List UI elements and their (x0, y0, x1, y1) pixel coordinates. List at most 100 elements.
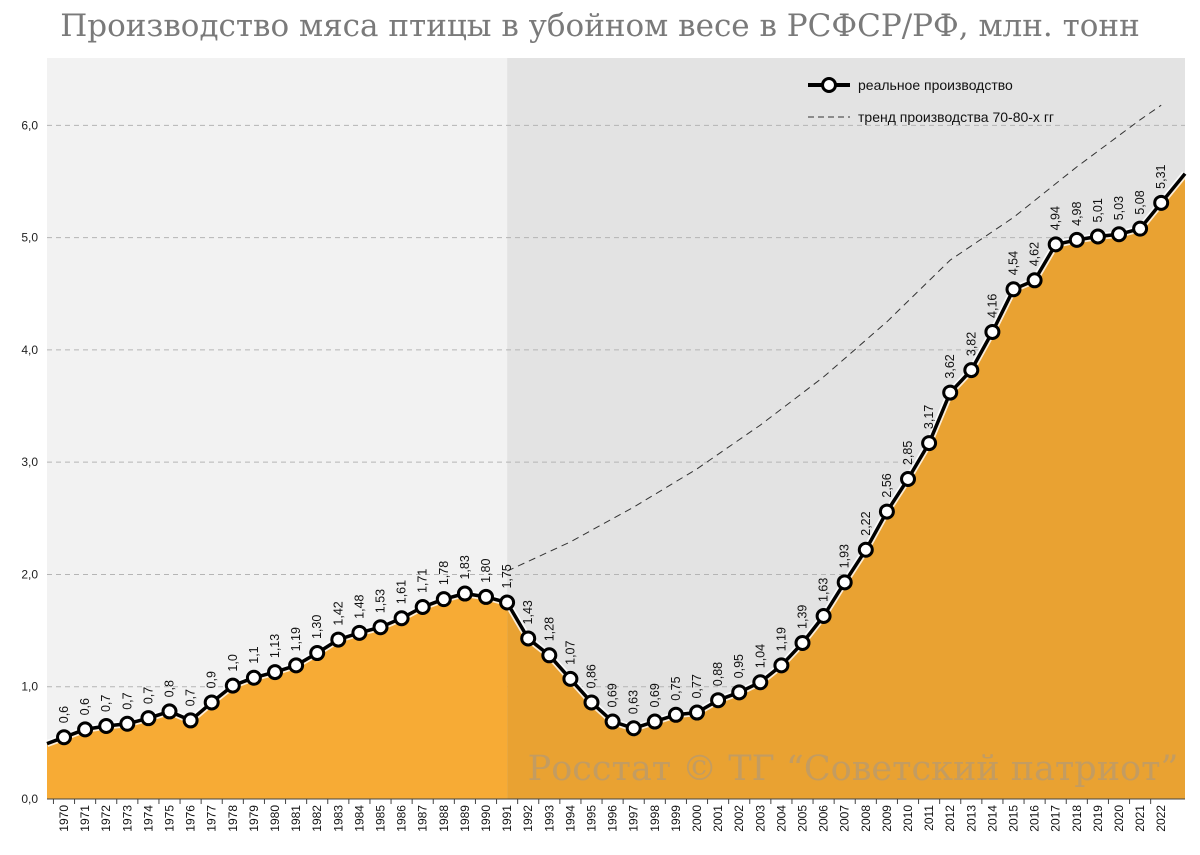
data-point-1976 (182, 712, 199, 729)
data-label-2006: 1,63 (817, 578, 831, 602)
data-label-2001: 0,88 (711, 662, 725, 686)
data-point-1991 (499, 594, 516, 611)
x-tick-label-1984: 1984 (352, 805, 366, 832)
x-tick-label-1985: 1985 (374, 805, 388, 832)
data-point-1982 (309, 645, 326, 662)
x-tick-label-2012: 2012 (943, 805, 957, 832)
data-point-1999 (667, 706, 684, 723)
x-tick-label-2014: 2014 (985, 805, 999, 832)
data-label-1990: 1,80 (479, 559, 493, 583)
data-point-1986 (393, 610, 410, 627)
data-label-1983: 1,42 (331, 601, 345, 625)
data-label-1987: 1,71 (416, 569, 430, 593)
x-tick-label-2006: 2006 (817, 805, 831, 832)
data-label-2005: 1,39 (796, 605, 810, 629)
data-point-1987 (414, 599, 431, 616)
data-point-1985 (372, 619, 389, 636)
data-label-1977: 0,9 (205, 671, 219, 688)
y-tick-label-1: 1,0 (21, 680, 38, 694)
x-tick-label-1996: 1996 (606, 805, 620, 832)
x-tick-label-1995: 1995 (585, 805, 599, 832)
data-label-1998: 0,69 (648, 683, 662, 707)
data-point-1990 (478, 588, 494, 605)
x-tick-label-2016: 2016 (1028, 805, 1042, 832)
area-fill (47, 173, 1185, 799)
data-label-1989: 1,83 (458, 555, 472, 579)
x-tick-label-1986: 1986 (395, 805, 409, 832)
x-tick-label-2022: 2022 (1154, 805, 1168, 832)
data-point-2000 (689, 704, 705, 721)
data-label-2018: 4,98 (1070, 202, 1084, 226)
data-point-2002 (731, 684, 748, 701)
x-tick-label-1988: 1988 (437, 805, 451, 832)
axes: 0,0 1,0 2,0 3,0 4,0 5,0 6,0 1970 1971 1972 1973 197… (21, 118, 1185, 832)
legend-marker-real (821, 77, 837, 93)
data-point-2022 (1153, 194, 1170, 211)
data-label-2020: 5,03 (1112, 196, 1126, 220)
area-period-2 (507, 173, 1185, 799)
data-point-2016 (1026, 272, 1043, 289)
data-label-2000: 0,77 (690, 674, 704, 698)
x-tick-label-1980: 1980 (268, 805, 282, 832)
x-tick-label-1972: 1972 (99, 805, 113, 832)
data-point-2007 (836, 574, 853, 591)
data-label-1992: 1,43 (521, 600, 535, 624)
data-point-1970 (56, 729, 72, 746)
x-tick-label-2019: 2019 (1091, 805, 1105, 832)
data-label-2012: 3,62 (943, 354, 957, 378)
data-point-2019 (1089, 228, 1106, 245)
data-label-2022: 5,31 (1154, 164, 1168, 188)
data-point-2014 (984, 323, 1001, 340)
x-tick-label-2011: 2011 (922, 805, 936, 831)
data-label-2011: 3,17 (922, 405, 936, 429)
data-label-2009: 2,56 (880, 473, 894, 497)
data-point-1984 (351, 624, 368, 641)
data-point-1981 (288, 657, 305, 674)
y-tick-label-4: 4,0 (21, 343, 38, 357)
data-label-2008: 2,22 (859, 511, 873, 535)
data-point-1971 (77, 721, 94, 738)
data-label-1979: 1,1 (247, 646, 261, 663)
x-tick-label-2017: 2017 (1049, 805, 1063, 832)
data-label-1988: 1,78 (437, 561, 451, 585)
data-point-2011 (921, 435, 938, 452)
x-tick-label-1983: 1983 (331, 805, 345, 832)
data-point-2001 (710, 692, 727, 709)
data-label-1993: 1,28 (542, 617, 556, 641)
data-point-2013 (963, 362, 980, 379)
data-point-2020 (1111, 226, 1127, 243)
y-tick-label-6: 6,0 (21, 118, 38, 132)
x-tick-label-1998: 1998 (648, 805, 662, 832)
data-label-1994: 1,07 (563, 640, 577, 664)
data-point-2009 (878, 503, 895, 520)
data-label-1971: 0,6 (78, 698, 92, 715)
data-point-2010 (900, 471, 916, 488)
data-label-1999: 0,75 (669, 676, 683, 700)
x-tick-label-1974: 1974 (141, 805, 155, 832)
x-tick-label-2000: 2000 (690, 805, 704, 832)
legend-label-trend: тренд производства 70-80-х гг (858, 109, 1054, 125)
data-point-2003 (752, 674, 769, 691)
x-tick-label-1990: 1990 (479, 805, 493, 832)
x-tick-label-2007: 2007 (838, 805, 852, 832)
data-labels: 0,6 0,6 0,7 0,7 0,7 0,8 0,7 0,9 1,0 1,1 1,13 1,19 1,… (57, 164, 1168, 723)
data-label-1978: 1,0 (226, 654, 240, 671)
x-tick-label-1999: 1999 (669, 805, 683, 832)
data-point-1983 (330, 631, 347, 648)
x-tick-label-1982: 1982 (310, 805, 324, 832)
data-label-2019: 5,01 (1091, 198, 1105, 222)
x-tick-label-1970: 1970 (57, 805, 71, 832)
y-tick-label-3: 3,0 (21, 455, 38, 469)
data-point-2015 (1005, 281, 1022, 298)
x-tick-label-1977: 1977 (205, 805, 219, 832)
x-tick-label-1993: 1993 (542, 805, 556, 832)
data-label-1976: 0,7 (184, 689, 198, 706)
data-point-2018 (1068, 231, 1085, 248)
data-point-1977 (203, 694, 220, 711)
legend: реальное производство тренд производства… (808, 77, 1054, 125)
data-point-1972 (98, 718, 115, 735)
data-label-1973: 0,7 (120, 692, 134, 709)
data-point-1997 (625, 720, 642, 737)
data-label-1980: 1,13 (268, 634, 282, 658)
